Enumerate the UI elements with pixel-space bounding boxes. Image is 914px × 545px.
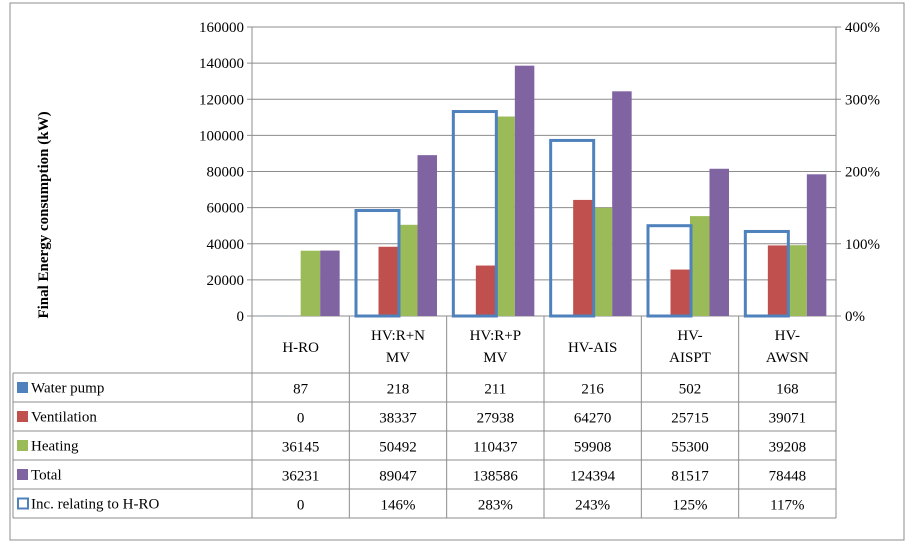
- table-cell: 168: [776, 382, 799, 398]
- y-tick-label: 80000: [207, 165, 245, 181]
- bar-ventilation: [378, 246, 398, 316]
- y-tick-label: 20000: [207, 273, 245, 289]
- bar-ventilation: [767, 245, 788, 316]
- y-tick-label: 120000: [199, 92, 244, 108]
- category-label: H-RO: [282, 340, 319, 356]
- category-label: MV: [386, 350, 410, 366]
- legend-key: [17, 440, 28, 451]
- y2-tick-label: 200%: [845, 165, 880, 181]
- y-tick-label: 40000: [207, 237, 245, 253]
- legend-label: Heating: [31, 439, 79, 455]
- bar-total: [514, 65, 535, 316]
- table-cell: 146%: [381, 498, 416, 514]
- y-tick-label: 60000: [207, 201, 245, 217]
- bar-total: [709, 168, 729, 316]
- bar-inc-relating-outline: [646, 224, 693, 318]
- y2-tick-label: 300%: [845, 92, 880, 108]
- bar-total: [806, 174, 827, 316]
- legend-label: Ventilation: [31, 410, 97, 426]
- category-label: AISPT: [669, 350, 711, 366]
- category-label: MV: [483, 350, 507, 366]
- bar-ventilation: [670, 269, 690, 316]
- bar-heating: [690, 216, 710, 316]
- bar-heating: [300, 250, 321, 316]
- category-label: HV-AIS: [568, 340, 617, 356]
- legend-key: [17, 382, 28, 393]
- table-cell: 110437: [473, 440, 518, 456]
- y-tick-label: 100000: [199, 128, 244, 144]
- table-cell: 138586: [473, 469, 519, 485]
- bar-inc-relating-outline: [354, 209, 401, 318]
- bar-total: [417, 155, 437, 316]
- table-cell: 25715: [671, 411, 709, 427]
- table-cell: 502: [679, 382, 702, 398]
- legend-key: [17, 497, 29, 510]
- table-cell: 81517: [671, 469, 709, 485]
- bar-total: [320, 250, 340, 316]
- legend-key: [17, 411, 28, 422]
- table-cell: 216: [581, 382, 604, 398]
- chart-frame: [9, 2, 905, 541]
- table-cell: 0: [297, 411, 305, 427]
- table-cell: 218: [387, 382, 410, 398]
- table-cell: 55300: [671, 440, 709, 456]
- category-label: HV:R+P: [470, 328, 522, 344]
- table-cell: 211: [484, 382, 506, 398]
- y2-tick-label: 100%: [845, 237, 880, 253]
- table-cell: 59908: [574, 440, 612, 456]
- table-cell: 78448: [769, 469, 807, 485]
- bar-inc-relating-outline: [743, 229, 790, 318]
- bar-heating: [398, 224, 418, 316]
- legend-label: Total: [31, 468, 62, 484]
- table-cell: 27938: [477, 411, 515, 427]
- y2-tick-label: 0%: [845, 309, 865, 325]
- bar-inc-relating-outline: [451, 110, 498, 318]
- table-cell: 283%: [478, 498, 513, 514]
- table-cell: 243%: [575, 498, 610, 514]
- legend-label: Water pump: [31, 381, 104, 397]
- legend-key: [17, 469, 28, 480]
- table-cell: 36231: [282, 469, 320, 485]
- bar-total: [612, 91, 632, 316]
- table-cell: 64270: [574, 411, 612, 427]
- bar-heating: [495, 116, 515, 317]
- table-cell: 50492: [379, 440, 417, 456]
- category-label: HV-: [775, 328, 800, 344]
- table-cell: 125%: [673, 498, 708, 514]
- y-tick-label: 0: [237, 309, 245, 325]
- bar-ventilation: [573, 199, 593, 316]
- table-cell: 87: [293, 382, 309, 398]
- bar-inc-relating-outline: [549, 138, 596, 318]
- category-label: AWSN: [766, 350, 809, 366]
- y-tick-label: 160000: [199, 20, 244, 36]
- table-cell: 36145: [282, 440, 320, 456]
- table-cell: 117%: [770, 498, 804, 514]
- table-cell: 89047: [379, 469, 417, 485]
- table-cell: 38337: [379, 411, 417, 427]
- y2-tick-label: 400%: [845, 20, 880, 36]
- table-cell: 39071: [769, 411, 807, 427]
- bar-heating: [787, 245, 807, 316]
- y-tick-label: 140000: [199, 56, 244, 72]
- table-cell: 0: [297, 498, 305, 514]
- legend-label: Inc. relating to H-RO: [31, 497, 159, 513]
- bar-heating: [592, 207, 613, 316]
- category-label: HV:R+N: [371, 328, 425, 344]
- bar-ventilation: [475, 265, 496, 316]
- y-axis-label: Final Energy consumption (kW): [36, 111, 52, 318]
- table-cell: 124394: [570, 469, 616, 485]
- table-cell: 39208: [769, 440, 807, 456]
- category-label: HV-: [677, 328, 702, 344]
